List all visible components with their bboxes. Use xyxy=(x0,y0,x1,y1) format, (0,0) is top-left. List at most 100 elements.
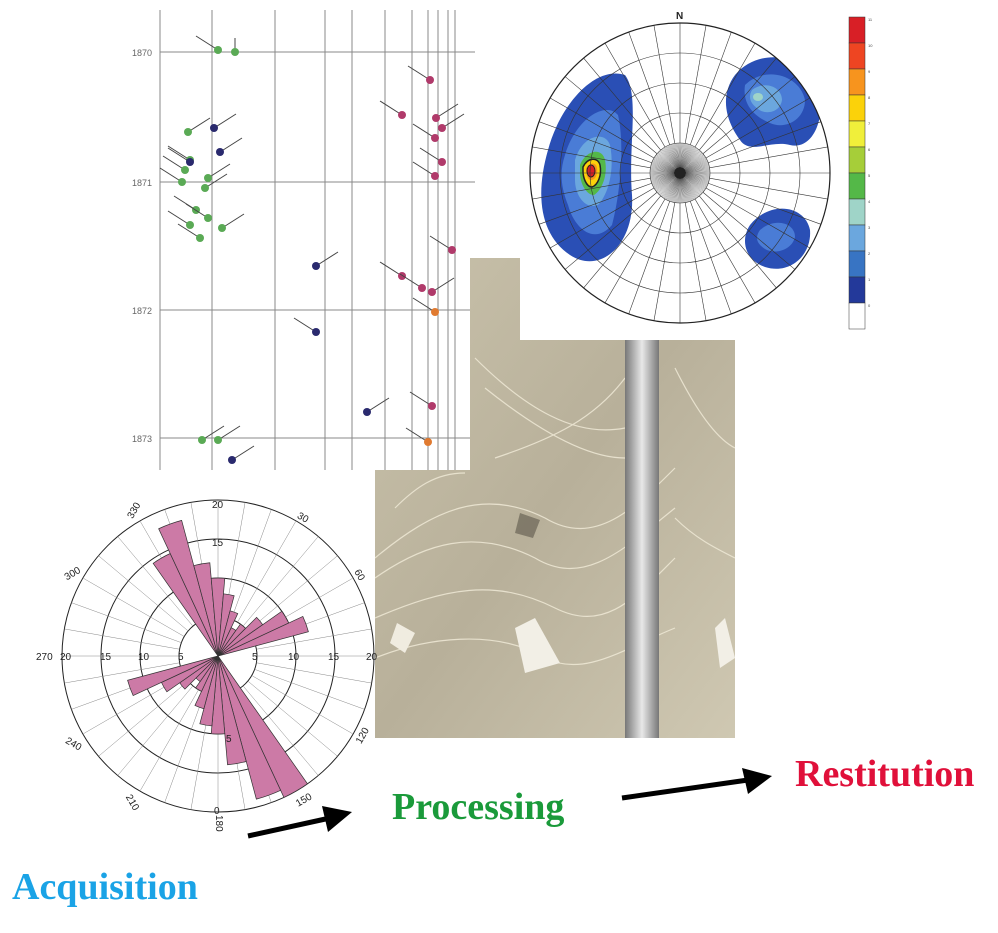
colorbar-swatch xyxy=(848,120,866,148)
tadpole-marker xyxy=(218,213,245,232)
rose-labels: 20 15 20 15 10 5 5 10 15 20 5 0 270 30 6… xyxy=(36,500,378,832)
radius-label: 15 xyxy=(328,652,340,663)
radius-label: 10 xyxy=(138,652,150,663)
tool-pipe xyxy=(625,340,659,738)
rose-spokes xyxy=(62,500,374,812)
radius-label: 5 xyxy=(252,652,258,663)
stage-acquisition-label: Acquisition xyxy=(12,866,198,908)
tadpole-marker xyxy=(363,397,390,416)
rose-petal xyxy=(217,655,282,800)
colorbar-label: 1 xyxy=(868,277,871,282)
tadpole-marker xyxy=(407,65,434,84)
colorbar-swatch xyxy=(848,146,866,174)
colorbar-label: 5 xyxy=(868,173,871,178)
tadpole-marker xyxy=(312,251,339,270)
tadpole-marker xyxy=(162,155,189,174)
tadpole-markers xyxy=(159,35,465,464)
rose-petal xyxy=(195,655,219,692)
depth-label: 1870 xyxy=(132,48,152,58)
primitive-circle xyxy=(529,22,831,324)
radius-label: 0 xyxy=(214,806,220,817)
rose-petal xyxy=(193,562,219,657)
radius-label: 15 xyxy=(100,652,112,663)
colorbar-swatch xyxy=(848,172,866,200)
radius-label: 20 xyxy=(60,652,72,663)
clast xyxy=(515,513,540,538)
radius-label: 5 xyxy=(226,734,232,745)
clast xyxy=(715,618,735,668)
tadpole-marker xyxy=(419,147,446,166)
rose-diagram: 20 15 20 15 10 5 5 10 15 20 5 0 270 30 6… xyxy=(36,499,378,832)
bearing-label: 120 xyxy=(354,726,372,746)
tadpole-marker xyxy=(198,425,225,444)
radius-label: 20 xyxy=(366,652,378,663)
tadpole-marker xyxy=(201,173,228,192)
tadpole-marker xyxy=(293,317,320,336)
tadpole-marker xyxy=(405,427,432,446)
bearing-label: 60 xyxy=(351,568,366,584)
colorbar-swatch xyxy=(848,42,866,70)
tadpole-marker xyxy=(438,113,465,132)
colorbar-swatch xyxy=(848,250,866,278)
bearing-label: 330 xyxy=(126,500,144,520)
tadpole-marker xyxy=(167,210,194,229)
tadpole-marker xyxy=(412,161,439,180)
colorbar-swatch xyxy=(848,68,866,96)
tadpole-marker xyxy=(409,391,436,410)
tadpole-marker xyxy=(429,235,456,254)
radius-label: 10 xyxy=(288,652,300,663)
tadpole-marker xyxy=(214,425,241,444)
rose-petal xyxy=(210,577,226,657)
clast xyxy=(515,618,560,673)
colorbar-label: 2 xyxy=(868,251,871,256)
tadpole-marker xyxy=(210,113,237,132)
bearing-label: 240 xyxy=(63,736,83,754)
depth-label: 1872 xyxy=(132,306,152,316)
stage-processing-label: Processing xyxy=(392,786,565,828)
tadpole-grid xyxy=(159,10,475,470)
density-contours xyxy=(541,57,821,269)
clast xyxy=(390,623,415,653)
rose-petal xyxy=(158,519,219,657)
arrow-processing-to-restitution xyxy=(621,768,772,801)
colorbar-label: 9 xyxy=(868,69,871,74)
radius-label: 5 xyxy=(178,652,184,663)
colorbar-label: 8 xyxy=(868,95,871,100)
depth-label: 1871 xyxy=(132,178,152,188)
rose-petal xyxy=(217,655,247,766)
center-marker xyxy=(674,167,686,179)
rose-petals xyxy=(127,519,309,800)
bearing-label: 270 xyxy=(36,652,53,663)
tadpole-marker xyxy=(412,123,439,142)
tadpole-marker xyxy=(177,223,204,242)
rose-petal xyxy=(127,655,219,697)
colorbar-swatch xyxy=(848,276,866,304)
bearing-label: 300 xyxy=(63,565,83,583)
colorbar-label: 10 xyxy=(868,43,873,48)
tadpole-marker xyxy=(231,38,239,56)
radius-label: 15 xyxy=(212,538,224,549)
tadpole-marker xyxy=(204,163,231,182)
rose-petal xyxy=(210,655,226,735)
tadpole-marker xyxy=(184,117,211,136)
bearing-label: 180 xyxy=(213,815,224,832)
tadpole-marker xyxy=(195,35,222,54)
tadpole-marker xyxy=(379,100,406,119)
stereonet-grid xyxy=(530,23,830,323)
stage-restitution-label: Restitution xyxy=(795,753,975,795)
tadpole-marker xyxy=(428,277,455,296)
borehole-image xyxy=(375,258,735,738)
colorbar-label: 3 xyxy=(868,225,871,230)
north-label: N xyxy=(676,11,683,22)
colorbar-swatch xyxy=(848,198,866,226)
tadpole-marker xyxy=(159,167,186,186)
colorbar-swatch xyxy=(848,16,866,44)
rose-petal xyxy=(217,655,308,798)
colorbar-label: 11 xyxy=(868,17,873,22)
bearing-label: 210 xyxy=(123,793,141,813)
colorbar-swatch xyxy=(848,94,866,122)
colorbar-label: 7 xyxy=(868,121,871,126)
colorbar-label: 4 xyxy=(868,199,871,204)
